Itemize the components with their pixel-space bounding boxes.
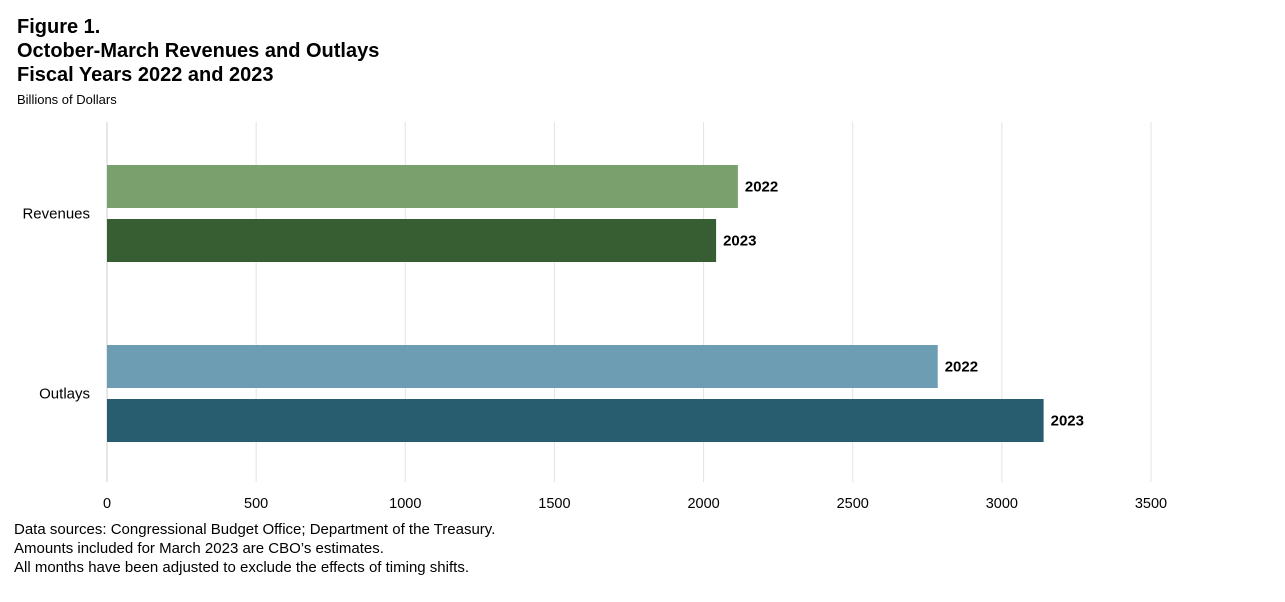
chart-footer: Data sources: Congressional Budget Offic… (14, 520, 495, 577)
x-tick-label: 1500 (538, 496, 570, 512)
category-label-outlays: Outlays (39, 386, 90, 403)
bar-revenues-2023 (107, 219, 717, 262)
x-tick-label: 3000 (986, 496, 1018, 512)
category-labels: Revenues Outlays (22, 206, 90, 403)
bars (107, 165, 1044, 442)
chart-title: October-March Revenues and Outlays (17, 40, 380, 62)
chart-header: Figure 1. October-March Revenues and Out… (17, 15, 379, 108)
figure-label: Figure 1. (17, 16, 101, 38)
chart-subtitle: Fiscal Years 2022 and 2023 (17, 64, 274, 86)
category-label-revenues: Revenues (22, 206, 90, 223)
x-tick-label: 2500 (837, 496, 869, 512)
bar-revenues-2022 (107, 165, 738, 208)
x-tick-label: 2000 (687, 496, 719, 512)
bar-labels: 2022 2023 2022 2023 (723, 179, 1084, 430)
bar-label: 2022 (945, 359, 978, 376)
x-tick-label: 1000 (389, 496, 421, 512)
source-note: Data sources: Congressional Budget Offic… (14, 521, 496, 538)
estimate-note: Amounts included for March 2023 are CBO’… (14, 540, 384, 557)
bar-label: 2023 (1051, 413, 1084, 430)
timing-note: All months have been adjusted to exclude… (14, 559, 469, 576)
bar-label: 2023 (723, 233, 756, 250)
bar-outlays-2023 (107, 399, 1044, 442)
x-tick-label: 0 (103, 496, 111, 512)
x-axis: 0 500 1000 1500 2000 2500 3000 3500 (103, 496, 1167, 512)
x-tick-label: 500 (244, 496, 268, 512)
bar-label: 2022 (745, 179, 778, 196)
units-label: Billions of Dollars (17, 92, 117, 107)
x-tick-label: 3500 (1135, 496, 1167, 512)
bar-outlays-2022 (107, 345, 938, 388)
